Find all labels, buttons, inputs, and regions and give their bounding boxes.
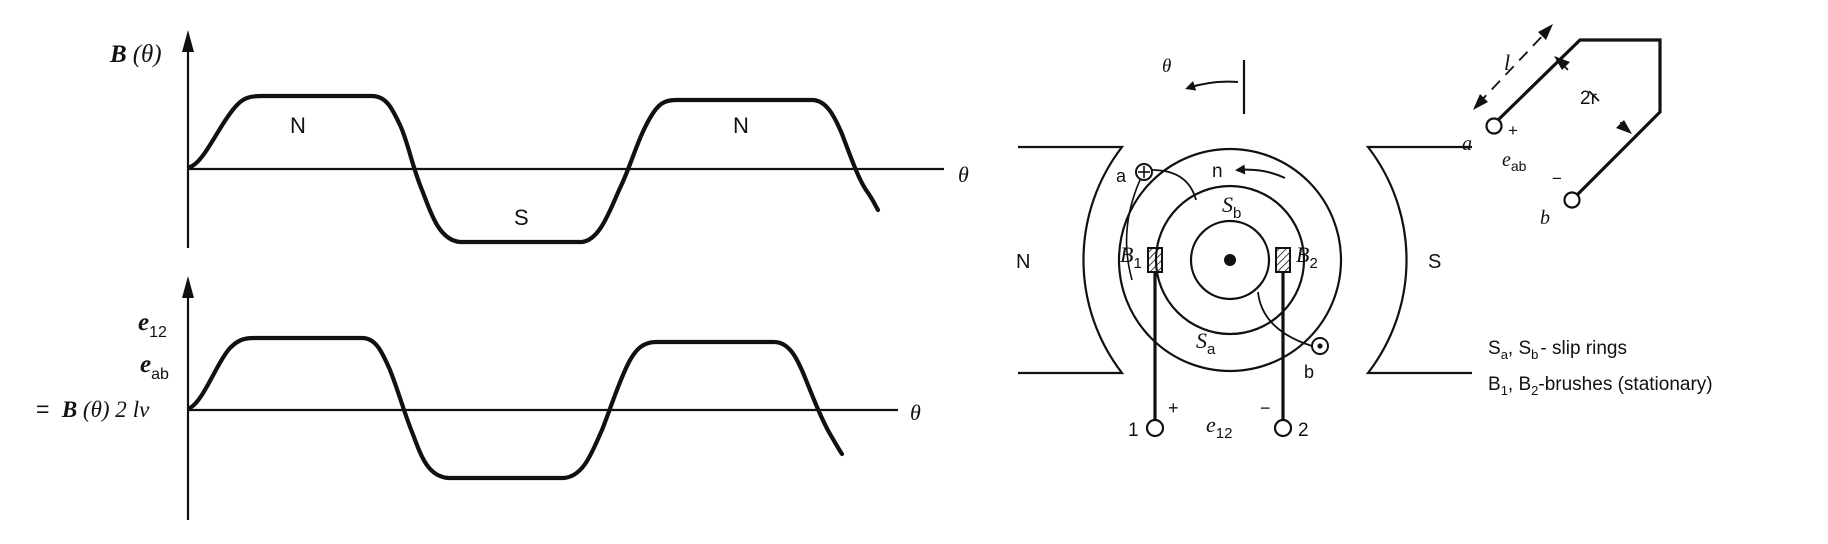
coil-lead-a — [1151, 169, 1197, 201]
brush-1-label: B1 — [1120, 242, 1142, 272]
north-pole-label: N — [1016, 251, 1030, 273]
slip-ring-a-label: Sa — [1196, 328, 1216, 358]
conductor-a-label: a — [1116, 166, 1127, 186]
brush-1 — [1147, 247, 1163, 273]
pole-label-north-2: N — [733, 113, 749, 138]
pole-label-south: S — [514, 205, 529, 230]
terminal-1-label: 1 — [1128, 420, 1139, 441]
coil-terminal-b-label: b — [1540, 207, 1550, 229]
terminal-1-polarity: + — [1168, 398, 1179, 418]
terminal-1 — [1145, 418, 1165, 438]
south-pole-piece — [1365, 145, 1472, 375]
coil-terminal-b — [1563, 191, 1581, 209]
conductor-b-label: b — [1304, 362, 1314, 382]
coil-plus-label: + — [1508, 121, 1518, 140]
coil-terminal-a — [1485, 117, 1503, 135]
bottom-x-label: θ — [910, 400, 921, 425]
output-voltage-label: e12 — [1206, 412, 1232, 442]
radius-arrow-bottom — [1616, 120, 1632, 134]
length-dimension-line — [1477, 29, 1549, 105]
legend-brushes: B1, B2-brushes (stationary) — [1488, 374, 1713, 398]
flux-density-curve — [187, 93, 881, 245]
top-y-axis-arrowhead — [182, 30, 194, 52]
radius-dimension-line — [1557, 59, 1629, 131]
coil-conductor-loop — [1494, 38, 1662, 198]
top-x-label: θ — [958, 162, 969, 187]
bottom-y-label-eab: eab — [140, 351, 169, 383]
coil-minus-label: − — [1552, 169, 1562, 188]
radius-arrow-top — [1554, 56, 1570, 70]
length-label: l — [1504, 50, 1510, 75]
coil-lead-b — [1257, 291, 1313, 347]
rotation-angle-label: θ — [1162, 56, 1171, 77]
brush-2-label: B2 — [1296, 242, 1318, 272]
flux-density-waveform: B (θ) θ N S N — [109, 30, 969, 248]
length-arrow-down — [1473, 94, 1488, 110]
coil-voltage-label: eab — [1502, 149, 1527, 174]
terminal-2-label: 2 — [1298, 420, 1309, 441]
slip-ring-a — [1189, 219, 1271, 301]
conductor-b-dot — [1317, 343, 1323, 349]
shaft-center — [1224, 254, 1236, 266]
legend: Sa, Sb - slip rings B1, B2-brushes (stati… — [1488, 338, 1713, 398]
bottom-y-label-e12: e12 — [138, 309, 167, 341]
coil-sketch: l 2r a b + − eab — [1462, 24, 1662, 229]
terminal-2 — [1273, 418, 1293, 438]
legend-slip-rings: Sa, Sb - slip rings — [1488, 338, 1627, 362]
length-arrow-up — [1538, 24, 1553, 40]
bottom-y-label-equation: = B (θ) 2 lv — [36, 396, 150, 422]
coil-terminal-a-label: a — [1462, 133, 1472, 155]
rotor-outer-circle — [1117, 147, 1343, 373]
bottom-y-axis-arrowhead — [182, 276, 194, 298]
rotation-direction-arrow — [1185, 80, 1239, 91]
radius-label: 2r — [1580, 88, 1598, 109]
coil-lead-a-to-ring — [1125, 179, 1141, 281]
brush-2 — [1275, 247, 1291, 273]
top-y-label: B (θ) — [109, 41, 162, 68]
north-pole-piece — [1018, 145, 1125, 375]
emf-waveform: e12 eab = B (θ) 2 lv θ — [36, 276, 921, 520]
slip-ring-b-label: Sb — [1222, 192, 1241, 222]
generator-cross-section: θ N S n a b B1 — [1016, 56, 1472, 442]
rotor-rotation-arrow — [1235, 164, 1286, 179]
emf-curve — [187, 335, 845, 481]
terminal-2-polarity: − — [1260, 398, 1271, 418]
rotation-speed-label: n — [1212, 161, 1223, 182]
pole-label-north-1: N — [290, 113, 306, 138]
south-pole-label: S — [1428, 251, 1441, 273]
